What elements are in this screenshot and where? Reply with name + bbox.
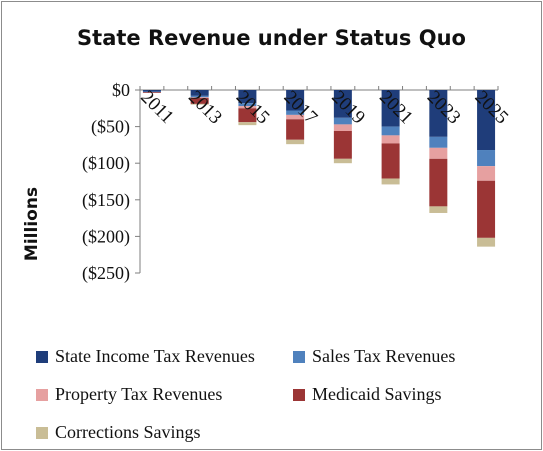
x-tick-label: 2023 — [423, 87, 465, 129]
y-tick-label: $0 — [112, 80, 130, 100]
x-tick-label: 2017 — [280, 87, 322, 129]
bar-segment — [333, 158, 352, 164]
bar-segment — [429, 158, 448, 207]
y-tick-label: ($200) — [82, 226, 130, 247]
x-tick-label: 2015 — [232, 87, 274, 129]
bar-segment — [142, 92, 161, 93]
bar-segment — [381, 135, 400, 144]
bar-segment — [333, 90, 352, 118]
bar-segment — [429, 90, 448, 137]
bar-segment — [333, 124, 352, 131]
chart-title: State Revenue under Status Quo — [77, 26, 466, 50]
bar-segment — [142, 90, 161, 92]
bar-segment — [190, 98, 209, 104]
legend-swatch — [36, 388, 48, 401]
bar-segment — [286, 90, 305, 111]
bar-segment — [477, 90, 496, 151]
x-tick-label: 2013 — [184, 87, 226, 129]
bar-segment — [190, 103, 209, 105]
bar-segment — [286, 139, 305, 145]
x-tick-label: 2021 — [375, 87, 417, 129]
legend-swatch — [36, 350, 48, 363]
bar-segment — [286, 119, 305, 140]
legend-swatch — [36, 426, 48, 439]
legend-label: Property Tax Revenues — [55, 384, 223, 404]
bar-segment — [429, 206, 448, 213]
bar-segment — [477, 180, 496, 238]
bar-segment — [477, 150, 496, 167]
bar-segment — [286, 110, 305, 115]
legend-item: Sales Tax Revenues — [293, 346, 455, 367]
legend-item: Medicaid Savings — [293, 384, 441, 405]
bar-segment — [238, 108, 257, 123]
bar-segment — [381, 143, 400, 179]
y-tick-label: ($250) — [82, 263, 130, 284]
x-tick-label: 2025 — [471, 87, 513, 129]
legend-label: Corrections Savings — [55, 422, 201, 442]
bar-segment — [238, 103, 257, 107]
bar-segment — [381, 126, 400, 136]
bar-segment — [190, 90, 209, 96]
legend-label: State Income Tax Revenues — [55, 346, 255, 366]
bar-segment — [286, 114, 305, 120]
legend-item: Property Tax Revenues — [36, 384, 222, 405]
y-tick-label: ($50) — [91, 117, 130, 138]
bar-segment — [238, 122, 257, 126]
legend-item: State Income Tax Revenues — [36, 346, 255, 367]
bar-segment — [238, 106, 257, 109]
y-axis-label: Millions — [22, 187, 42, 261]
y-tick-label: ($150) — [82, 190, 130, 211]
x-tick-label: 2011 — [136, 87, 177, 128]
bar-segment — [142, 91, 161, 93]
bar-segment — [190, 97, 209, 99]
bar-segment — [429, 136, 448, 148]
bar-segment — [477, 166, 496, 181]
bar-segment — [429, 147, 448, 159]
bar-segment — [333, 117, 352, 125]
bar-segment — [477, 237, 496, 247]
bar-segment — [238, 90, 257, 104]
legend-swatch — [293, 350, 305, 363]
bar-segment — [381, 178, 400, 185]
legend-item: Corrections Savings — [36, 422, 201, 443]
legend-label: Sales Tax Revenues — [312, 346, 456, 366]
legend-swatch — [293, 388, 305, 401]
bar-segment — [190, 95, 209, 98]
y-tick-label: ($100) — [82, 153, 130, 174]
legend-label: Medicaid Savings — [312, 384, 442, 404]
x-tick-label: 2019 — [327, 87, 369, 129]
bar-segment — [333, 130, 352, 159]
bar-segment — [381, 90, 400, 127]
